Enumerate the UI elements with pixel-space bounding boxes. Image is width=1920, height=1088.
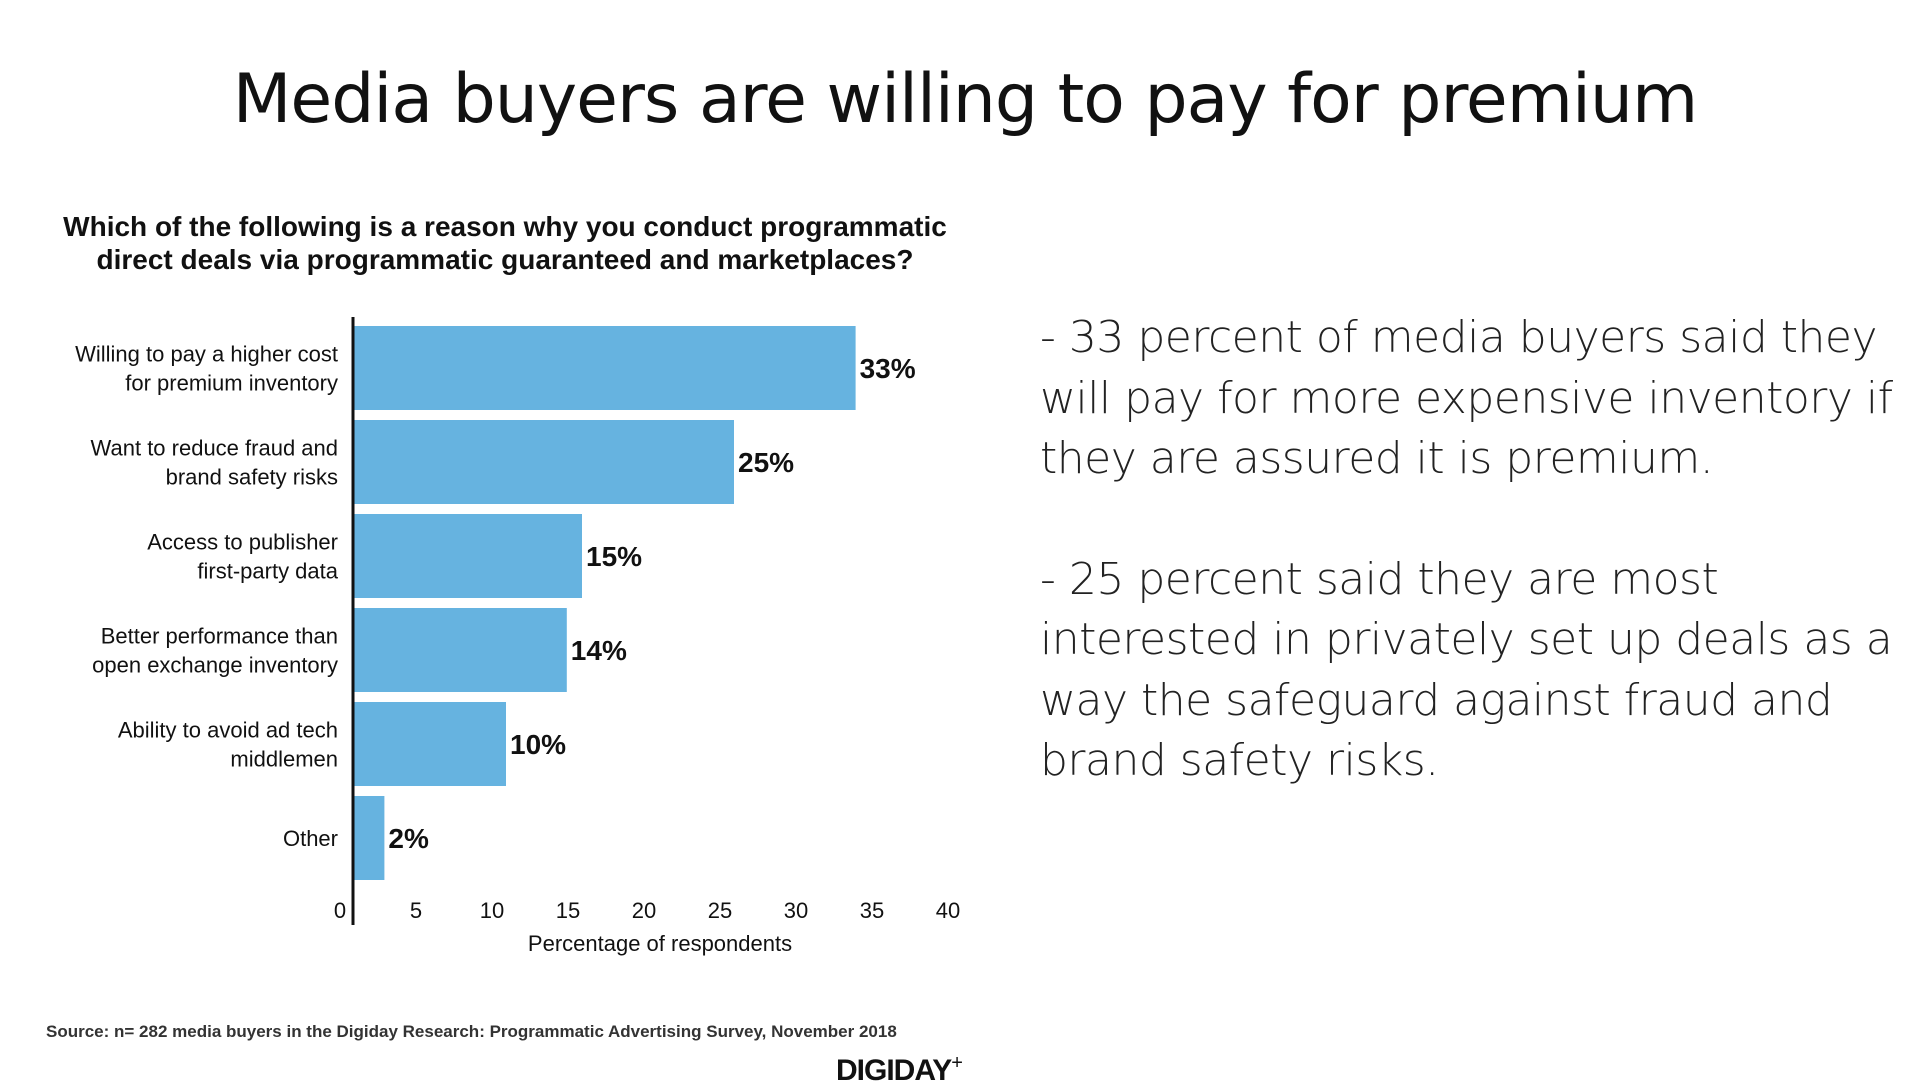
data-label: 10% [510,729,566,760]
category-label: middlemen [230,747,338,772]
digiday-logo: DIGIDAY+ [836,1052,963,1088]
bar [354,702,506,786]
category-label: Other [283,826,338,851]
category-label: Willing to pay a higher cost [75,342,338,367]
category-label: Access to publisher [147,530,338,555]
insight-2: - 25 percent said they are most interest… [1040,553,1893,787]
source-note: Source: n= 282 media buyers in the Digid… [46,1022,897,1041]
chart-title: Which of the following is a reason why y… [63,211,947,275]
x-tick-label: 0 [334,898,346,923]
category-label: Ability to avoid ad tech [118,718,338,743]
data-label: 15% [586,541,642,572]
insight-1: - 33 percent of media buyers said they w… [1040,312,1893,484]
category-label: first-party data [197,559,338,584]
category-label: for premium inventory [125,371,338,396]
insights: - 33 percent of media buyers said they w… [1040,308,1900,852]
category-label: Better performance than [101,624,338,649]
data-label: 33% [860,353,916,384]
bar [354,326,856,410]
x-tick-label: 20 [632,898,656,923]
x-tick-label: 25 [708,898,732,923]
x-tick-label: 10 [480,898,504,923]
category-label: brand safety risks [166,465,338,490]
data-label: 14% [571,635,627,666]
x-tick-label: 15 [556,898,580,923]
bar [354,514,582,598]
bar [354,608,567,692]
x-axis-label: Percentage of respondents [528,931,792,956]
data-label: 2% [388,823,429,854]
x-tick-label: 30 [784,898,808,923]
x-tick-label: 35 [860,898,884,923]
logo-plus: + [951,1052,963,1074]
slide-title: Media buyers are willing to pay for prem… [232,60,1698,139]
x-tick-label: 40 [936,898,960,923]
x-tick-label: 5 [410,898,422,923]
category-label: open exchange inventory [92,653,338,678]
bar [354,796,385,880]
data-label: 25% [738,447,794,478]
logo-text: DIGIDAY [836,1054,952,1087]
bar [354,420,734,504]
category-label: Want to reduce fraud and [91,436,338,461]
